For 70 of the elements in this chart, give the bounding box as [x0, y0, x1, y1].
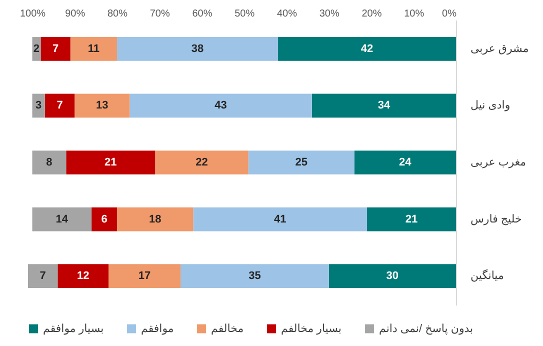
x-tick-label: 0%	[442, 8, 457, 20]
legend-label: بسیار موافقم	[43, 322, 104, 335]
bar	[108, 264, 181, 288]
bar	[40, 37, 70, 61]
x-tick-label: 80%	[107, 8, 128, 20]
bar	[32, 207, 92, 232]
data-label: 8	[46, 156, 52, 168]
legend-label: موافقم	[141, 322, 174, 335]
data-label: 30	[386, 270, 399, 282]
x-tick-label: 40%	[276, 8, 298, 20]
bar	[66, 150, 156, 174]
data-label: 12	[76, 270, 90, 282]
legend-label: بدون پاسخ /نمی دانم	[379, 322, 474, 335]
data-label: 41	[274, 213, 286, 226]
bar	[92, 207, 117, 232]
data-label: 22	[196, 156, 208, 168]
bar	[74, 94, 130, 118]
data-label: 25	[295, 156, 308, 168]
data-label: 43	[214, 100, 227, 112]
x-tick-label: 100%	[20, 8, 46, 20]
bar	[44, 94, 75, 118]
data-label: 21	[405, 213, 418, 226]
data-label: 38	[191, 42, 204, 55]
legend-label: مخالفم	[211, 322, 244, 335]
data-label: 7	[52, 42, 59, 55]
x-tick-label: 90%	[65, 8, 86, 20]
data-label: 24	[399, 156, 412, 168]
data-label: 13	[96, 100, 108, 112]
data-label: 21	[104, 156, 117, 168]
bar	[155, 150, 248, 174]
data-label: 34	[378, 100, 391, 112]
data-label: 11	[88, 42, 100, 55]
legend-label: بسیار مخالفم	[281, 322, 342, 335]
y-tick-label: مشرق عربی	[470, 42, 529, 55]
data-label: 14	[56, 213, 69, 226]
bar	[32, 94, 45, 118]
data-label: 7	[56, 100, 63, 112]
y-tick-label: خلیج فارس	[470, 213, 522, 226]
data-label: 18	[149, 213, 162, 226]
bar	[278, 37, 456, 61]
bar	[354, 150, 456, 174]
x-tick-label: 30%	[319, 8, 340, 20]
y-tick-label: وادی نیل	[470, 100, 510, 112]
bar	[70, 37, 117, 61]
bar	[312, 94, 456, 118]
data-label: 6	[101, 213, 108, 226]
bar	[58, 264, 109, 288]
bar	[32, 150, 66, 174]
bar	[193, 207, 368, 232]
data-label: 42	[360, 42, 374, 55]
bar	[130, 94, 312, 118]
data-label: 3	[36, 100, 42, 112]
bar	[180, 264, 329, 288]
bar	[367, 207, 456, 232]
y-tick-label: مغرب عربی	[470, 156, 526, 168]
x-tick-label: 70%	[150, 8, 170, 20]
x-tick-label: 10%	[404, 8, 424, 20]
data-label: 35	[248, 270, 261, 282]
bar	[116, 207, 194, 232]
bar	[116, 37, 278, 61]
data-label: 2	[33, 42, 40, 55]
bar	[248, 150, 354, 174]
data-label: 17	[138, 270, 151, 282]
y-tick-label: میانگین	[470, 269, 504, 282]
x-tick-label: 20%	[362, 8, 382, 20]
x-tick-label: 50%	[234, 8, 255, 20]
data-label: 7	[40, 270, 46, 282]
x-tick-label: 60%	[192, 8, 212, 20]
bar	[328, 264, 456, 288]
bar	[28, 264, 58, 288]
